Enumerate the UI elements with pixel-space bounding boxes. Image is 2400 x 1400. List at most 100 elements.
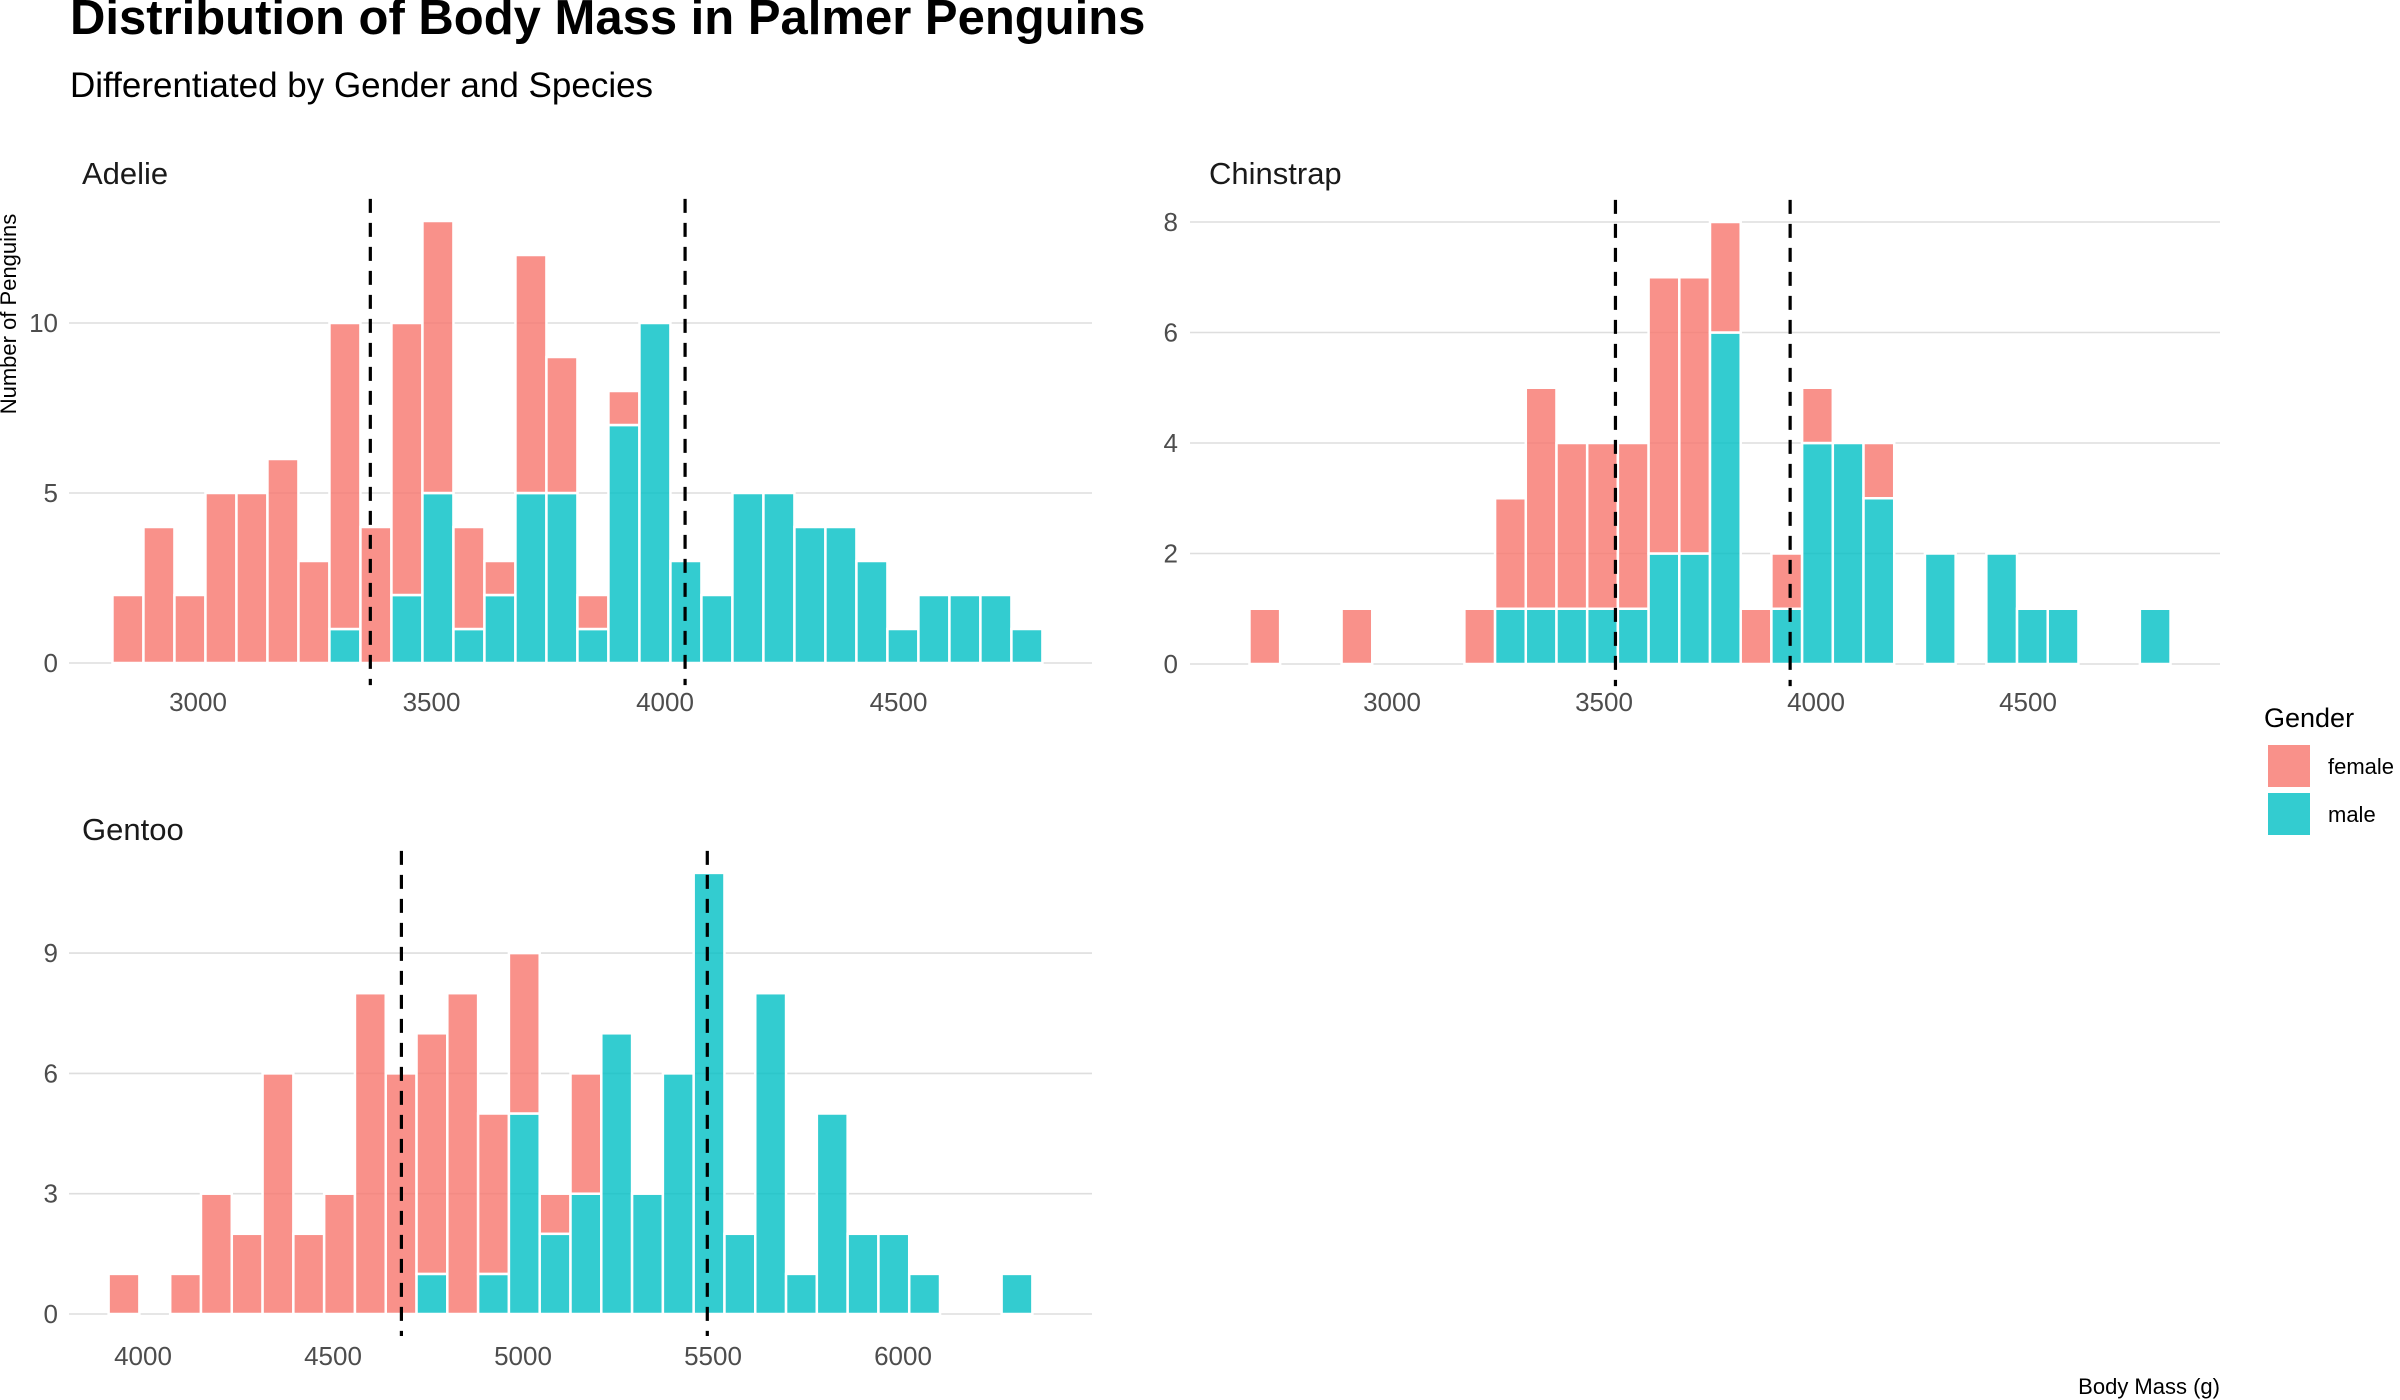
bar-female <box>1555 441 1589 610</box>
x-tick-label: 3000 <box>1363 687 1421 717</box>
y-tick-label: 6 <box>44 1058 58 1088</box>
bar-male <box>390 593 424 665</box>
bar-female <box>1340 607 1374 666</box>
bar-male <box>917 593 951 665</box>
bar-female <box>1647 276 1681 555</box>
bar-male <box>1524 607 1558 666</box>
bar-female <box>297 559 331 665</box>
legend: Gender female male <box>2264 703 2394 835</box>
bar-male <box>855 559 889 665</box>
bar-male <box>793 525 827 665</box>
bar-female <box>415 1032 449 1276</box>
bar-female <box>1616 441 1650 610</box>
y-tick-label: 3 <box>44 1179 58 1209</box>
panel-gentoo: Gentoo 0 3 6 9 4000 4500 5000 5500 6000 <box>44 812 1092 1371</box>
bar-female <box>452 525 486 631</box>
x-tick-label: 3500 <box>1575 687 1633 717</box>
bar-female <box>446 991 480 1316</box>
legend-key-male <box>2268 793 2310 835</box>
bar-male <box>638 321 672 665</box>
panel-strip-label: Gentoo <box>82 812 184 847</box>
bar-female <box>261 1072 295 1316</box>
bar-male <box>824 525 858 665</box>
x-axis-title: Body Mass (g) <box>2078 1374 2220 1399</box>
bar-female <box>1585 441 1620 610</box>
bar-male <box>545 491 579 665</box>
bar-male <box>328 627 362 665</box>
bar-male <box>2138 607 2172 666</box>
bar-male <box>1862 497 1896 666</box>
legend-key-female <box>2268 745 2310 787</box>
bar-female <box>199 1192 234 1316</box>
bar-male <box>1647 552 1681 666</box>
x-tick-label: 4000 <box>636 687 694 717</box>
y-axis-title: Number of Penguins <box>0 214 21 415</box>
bar-male <box>576 627 610 665</box>
y-tick-label: 4 <box>1164 428 1178 458</box>
x-tick-label: 4500 <box>1999 687 2057 717</box>
bar-female <box>569 1072 603 1195</box>
bar-female <box>353 991 387 1316</box>
bar-male <box>2046 607 2080 666</box>
chart-title: Distribution of Body Mass in Palmer Peng… <box>70 0 1145 45</box>
bar-male <box>731 491 765 665</box>
bar-female <box>111 593 145 665</box>
bar-male <box>1923 552 1957 666</box>
bar-male <box>483 593 517 665</box>
bar-male <box>1708 331 1742 666</box>
x-tick-label: 5500 <box>684 1341 742 1371</box>
bar-male <box>569 1192 603 1316</box>
bar-female <box>1463 607 1497 666</box>
bar-female <box>1800 386 1835 445</box>
bar-male <box>1000 1272 1034 1316</box>
y-tick-label: 2 <box>1164 539 1178 569</box>
bar-male <box>514 491 548 665</box>
bar-female <box>230 1232 264 1316</box>
bar-female <box>483 559 517 597</box>
bar-female <box>204 491 238 665</box>
legend-title: Gender <box>2264 703 2354 733</box>
bar-female <box>1862 441 1896 500</box>
bar-female <box>1770 552 1804 610</box>
bar-male <box>762 491 796 665</box>
bar-female <box>1678 276 1712 555</box>
y-tick-label: 8 <box>1164 207 1178 237</box>
legend-label-male: male <box>2328 802 2376 827</box>
x-tick-label: 3000 <box>169 687 227 717</box>
bar-male <box>421 491 455 665</box>
x-tick-label: 4000 <box>114 1341 172 1371</box>
bar-male <box>692 871 726 1316</box>
bar-female <box>292 1232 326 1316</box>
bar-male <box>1616 607 1650 666</box>
bar-male <box>476 1272 511 1316</box>
bar-male <box>979 593 1013 665</box>
bar-male <box>1678 552 1712 666</box>
bar-female <box>421 219 455 495</box>
bar-female <box>507 951 541 1115</box>
panel-strip-label: Chinstrap <box>1209 156 1342 191</box>
bar-male <box>538 1232 572 1316</box>
bar-female <box>538 1192 572 1236</box>
bar-female <box>142 525 176 665</box>
bar-female <box>1708 220 1742 334</box>
bar-female <box>514 253 548 495</box>
bar-male <box>607 423 641 665</box>
panel-adelie: Adelie 0 5 10 3000 3500 4000 4500 <box>29 156 1092 717</box>
bar-male <box>600 1032 634 1316</box>
y-tick-label: 6 <box>1164 318 1178 348</box>
bar-female <box>390 321 424 597</box>
bar-female <box>545 355 579 495</box>
bar-male <box>886 627 920 665</box>
x-tick-label: 6000 <box>874 1341 932 1371</box>
bar-female <box>476 1112 511 1276</box>
bar-male <box>1493 607 1528 666</box>
bar-male <box>415 1272 449 1316</box>
legend-label-female: female <box>2328 754 2394 779</box>
bar-female <box>107 1272 141 1316</box>
bar-male <box>1831 441 1865 666</box>
bar-female <box>1739 607 1773 666</box>
bar-male <box>948 593 982 665</box>
x-tick-label: 4000 <box>1787 687 1845 717</box>
x-tick-label: 5000 <box>494 1341 552 1371</box>
bar-female <box>1493 497 1528 610</box>
